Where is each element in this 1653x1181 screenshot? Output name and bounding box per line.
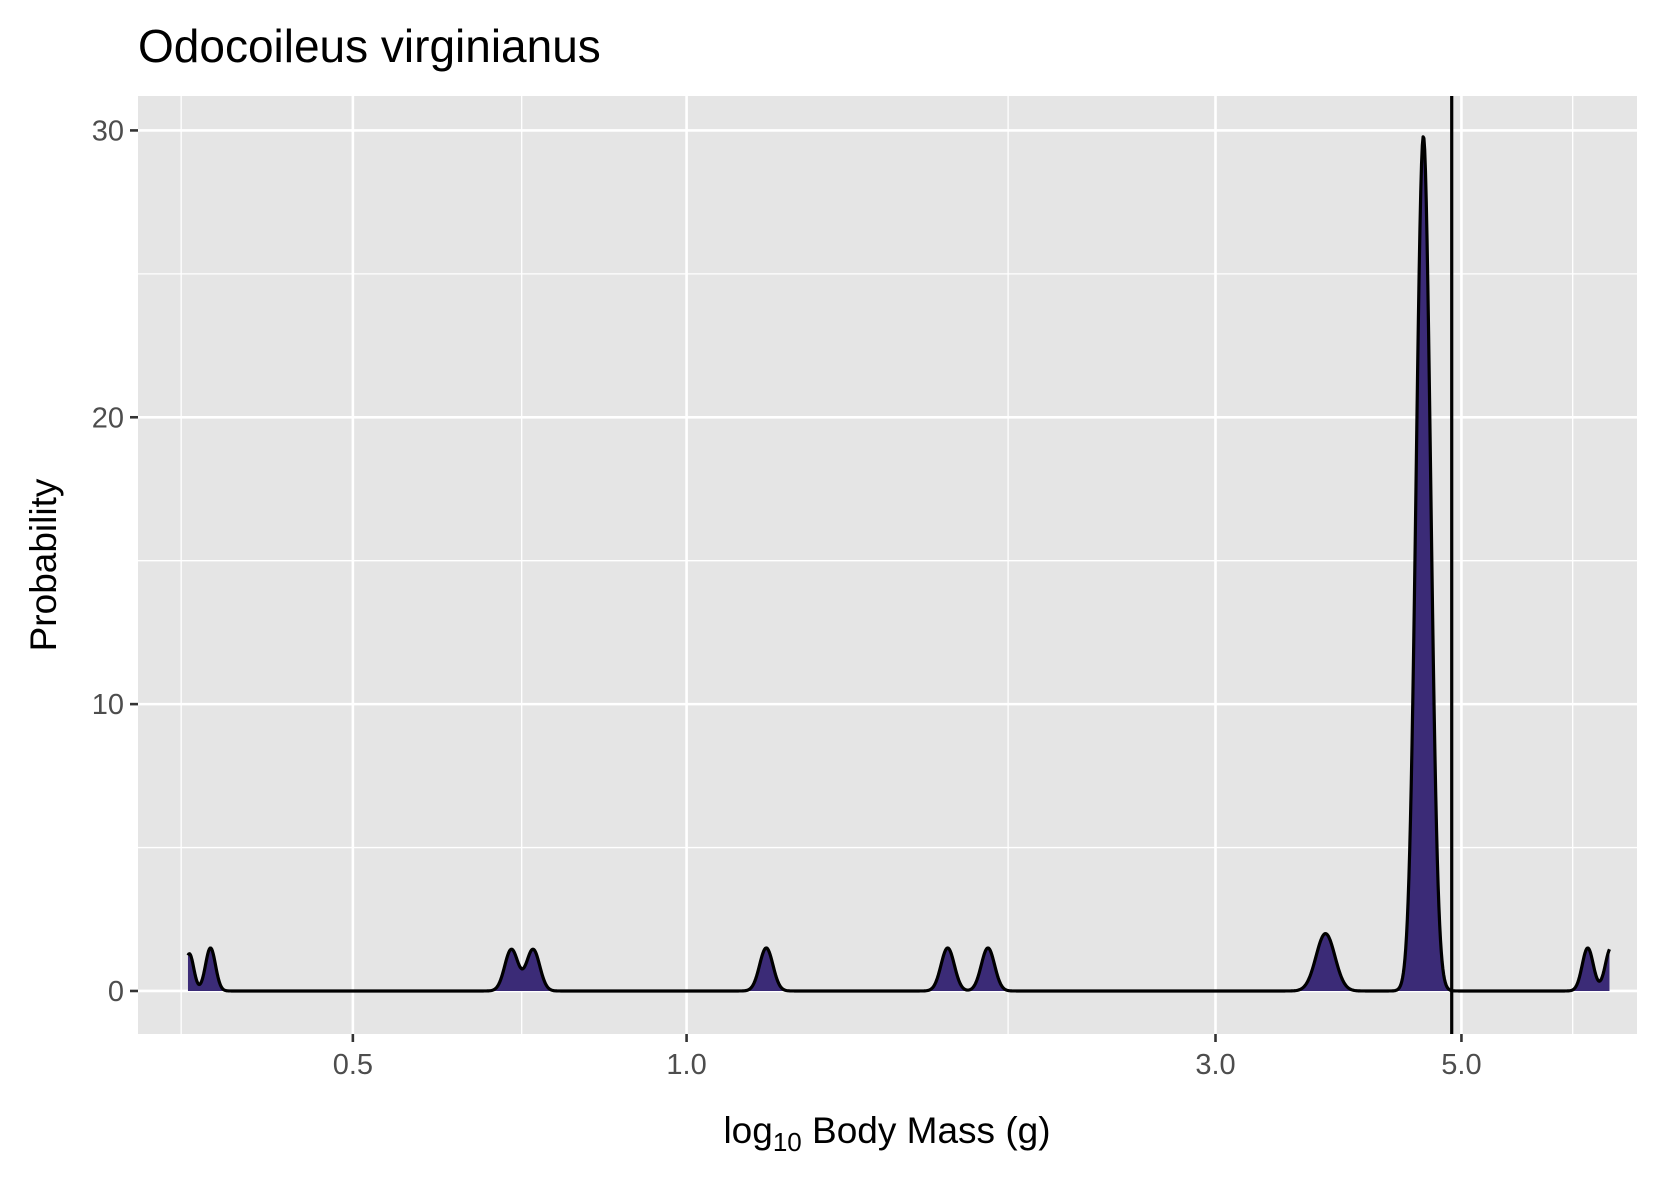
grid-minor — [138, 96, 1637, 1034]
y-tick-label: 30 — [92, 115, 124, 147]
chart-title: Odocoileus virginianus — [138, 20, 601, 72]
y-axis: 0 10 20 30 — [92, 115, 138, 1008]
y-axis-label: Probability — [23, 478, 64, 651]
x-axis-label-subscript: 10 — [773, 1127, 802, 1157]
x-tick-label: 1.0 — [666, 1049, 706, 1081]
x-axis-label: log10 Body Mass (g) — [723, 1110, 1050, 1157]
y-tick-label: 10 — [92, 689, 124, 721]
y-tick-label: 20 — [92, 402, 124, 434]
x-tick-label: 3.0 — [1195, 1049, 1235, 1081]
x-axis: 0.5 1.0 3.0 5.0 — [333, 1034, 1482, 1081]
x-axis-label-prefix: log — [723, 1110, 772, 1151]
x-tick-label: 0.5 — [333, 1049, 373, 1081]
density-line — [186, 135, 1611, 993]
plot-panel — [138, 96, 1637, 1034]
x-axis-label-suffix: Body Mass (g) — [802, 1110, 1051, 1151]
y-tick-label: 0 — [108, 976, 124, 1008]
x-tick-label: 5.0 — [1441, 1049, 1481, 1081]
